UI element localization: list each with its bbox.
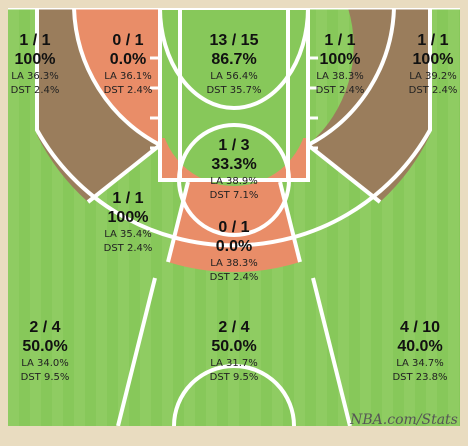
zone-fgm-fga: 1 / 1	[19, 32, 50, 49]
zone-league-avg: LA 38.9%	[210, 176, 258, 187]
zone-distribution: DST 2.4%	[104, 243, 153, 254]
zone-league-avg: LA 56.4%	[210, 71, 258, 82]
zone-distribution: DST 2.4%	[316, 85, 365, 96]
restricted-arc	[158, 8, 310, 110]
zone-divider-paint-right	[278, 181, 302, 263]
inner-lane	[178, 8, 290, 182]
zone-left-corner-3	[37, 8, 160, 202]
zone-fgm-fga: 2 / 4	[29, 319, 60, 336]
floor-board	[316, 8, 327, 426]
zone-league-avg: LA 38.3%	[210, 258, 258, 269]
floor-board	[140, 8, 151, 426]
zone-league-avg: LA 39.2%	[409, 71, 457, 82]
zone-distribution: DST 7.1%	[210, 190, 259, 201]
floor-board	[448, 8, 459, 426]
zone-fg-pct: 40.0%	[397, 338, 442, 355]
zone-fgm-fga: 1 / 1	[324, 32, 355, 49]
zone-league-avg: LA 38.3%	[316, 71, 364, 82]
floor-board	[162, 8, 173, 426]
zone-fg-pct: 86.7%	[211, 51, 256, 68]
zone-divider-right	[311, 277, 352, 426]
zone-league-avg: LA 31.7%	[210, 358, 258, 369]
zone-fg-pct: 100%	[413, 51, 454, 68]
zone-distribution: DST 9.5%	[21, 372, 70, 383]
zone-fg-pct: 50.0%	[211, 338, 256, 355]
three-point-line	[35, 8, 432, 248]
zone-distribution: DST 23.8%	[392, 372, 447, 383]
floor-board	[52, 8, 63, 426]
zone-distribution: DST 2.4%	[104, 85, 153, 96]
floor-board	[96, 8, 107, 426]
zone-distribution: DST 2.4%	[11, 85, 60, 96]
source-watermark: NBA.com/Stats	[349, 412, 458, 428]
zone-fgm-fga: 1 / 1	[112, 190, 143, 207]
zone-league-avg: LA 36.1%	[104, 71, 152, 82]
zone-fg-pct: 100%	[15, 51, 56, 68]
zone-distribution: DST 2.4%	[409, 85, 458, 96]
zone-left-baseline-mid	[74, 8, 160, 145]
zone-right-corner-3	[308, 8, 430, 202]
floor-board	[360, 8, 371, 426]
zone-league-avg: LA 35.4%	[104, 229, 152, 240]
zone-distribution: DST 35.7%	[206, 85, 261, 96]
free-throw-circle	[177, 123, 291, 237]
zone-fg-pct: 100%	[320, 51, 361, 68]
zone-fgm-fga: 13 / 15	[210, 32, 259, 49]
zone-labels: 1 / 1 100% LA 36.3% DST 2.4% 0 / 1 0.0% LA 36.…	[11, 32, 458, 383]
zone-fgm-fga: 0 / 1	[112, 32, 143, 49]
floor-board	[382, 8, 393, 426]
zone-divider-wing-left	[86, 143, 162, 204]
outer-midrange-arc	[72, 8, 161, 147]
zone-divider-left	[116, 277, 157, 426]
zone-fgm-fga: 0 / 1	[218, 219, 249, 236]
floor-board	[426, 8, 437, 426]
lane-hash-marks	[150, 56, 318, 150]
floor-board	[74, 8, 85, 426]
floor-board	[8, 8, 19, 426]
zone-fg-pct: 0.0%	[216, 238, 252, 255]
zone-fgm-fga: 2 / 4	[218, 319, 249, 336]
zone-divider-wing-right	[306, 143, 382, 204]
zone-fg-pct: 50.0%	[22, 338, 67, 355]
zone-distribution: DST 2.4%	[210, 272, 259, 283]
zone-league-avg: LA 34.0%	[21, 358, 69, 369]
zone-fg-pct: 0.0%	[110, 51, 146, 68]
zone-divider-paint-left	[166, 181, 190, 263]
zone-fgm-fga: 4 / 10	[400, 319, 440, 336]
court-lines	[8, 8, 460, 426]
zone-league-avg: LA 36.3%	[11, 71, 59, 82]
zone-fgm-fga: 1 / 3	[218, 137, 249, 154]
zone-fg-pct: 100%	[108, 209, 149, 226]
outer-midrange-arc-right	[307, 8, 396, 147]
floor-board	[404, 8, 415, 426]
floor-board	[294, 8, 305, 426]
half-court-circle	[172, 364, 296, 426]
floor-board	[30, 8, 41, 426]
zone-fgm-fga: 1 / 1	[417, 32, 448, 49]
zone-distribution: DST 9.5%	[210, 372, 259, 383]
zone-fg-pct: 33.3%	[211, 156, 256, 173]
zone-league-avg: LA 34.7%	[396, 358, 444, 369]
